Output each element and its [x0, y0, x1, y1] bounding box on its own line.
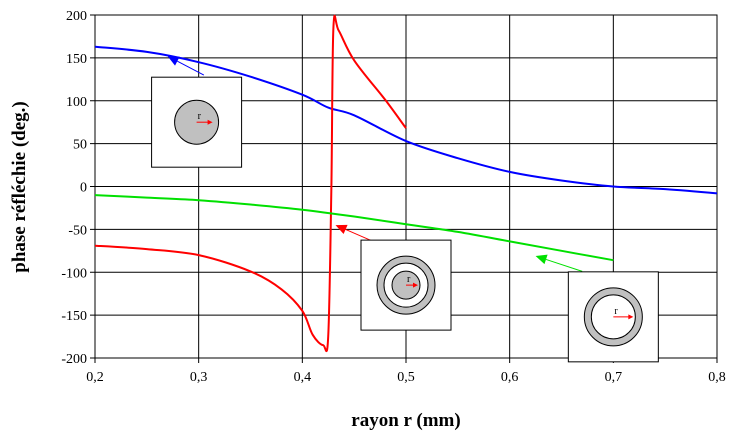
x-tick-label: 0,3	[190, 370, 208, 385]
x-tick-labels: 0,2 0,3 0,4 0,5 0,6 0,7 0,8	[86, 370, 726, 385]
x-tick-label: 0,7	[605, 370, 623, 385]
arrow-head-3	[535, 254, 548, 265]
series-line-1	[94, 45, 718, 195]
y-tick-label: -50	[68, 223, 87, 238]
arrow-head-2	[335, 224, 348, 235]
x-tick-label: 0,4	[294, 370, 312, 385]
radius-arrow-head	[413, 282, 418, 288]
y-axis-title: phase réfléchie (deg.)	[9, 101, 30, 272]
radius-label: r	[407, 274, 411, 285]
radius-label: r	[198, 111, 202, 122]
series-lines	[94, 14, 718, 352]
x-tick-label: 0,8	[708, 370, 726, 385]
y-tick-label: 0	[80, 181, 87, 196]
inset-disc-in-ring: r	[360, 239, 452, 331]
radius-label: r	[614, 306, 618, 317]
radius-arrow-head	[207, 119, 213, 125]
y-tick-label: 200	[66, 9, 87, 24]
inset-ring: r	[567, 271, 659, 363]
plot-frame	[94, 14, 718, 359]
y-tick-label: -200	[61, 352, 87, 367]
y-tick-label: 150	[66, 52, 87, 67]
arrow-shaft-3	[545, 258, 583, 272]
y-tick-label: -100	[61, 266, 87, 281]
y-tick-labels: 200 150 100 50 0 -50 -100 -150 -200	[61, 9, 87, 367]
series-line-2	[94, 14, 407, 352]
inset-disc: r	[151, 76, 243, 168]
arrow-head-1	[167, 56, 180, 66]
arrow-shaft-1	[177, 60, 205, 76]
x-axis-title: rayon r (mm)	[351, 410, 460, 431]
unit-cell-insets: r r r	[151, 76, 659, 363]
y-tick-label: 50	[73, 138, 87, 153]
arrows	[167, 56, 583, 272]
series-line-3	[94, 194, 614, 262]
x-tick-label: 0,5	[397, 370, 415, 385]
y-tick-label: 100	[66, 95, 87, 110]
radius-arrow-head	[628, 314, 634, 320]
x-tick-label: 0,2	[86, 370, 104, 385]
y-tick-label: -150	[61, 309, 87, 324]
x-tick-label: 0,6	[501, 370, 519, 385]
